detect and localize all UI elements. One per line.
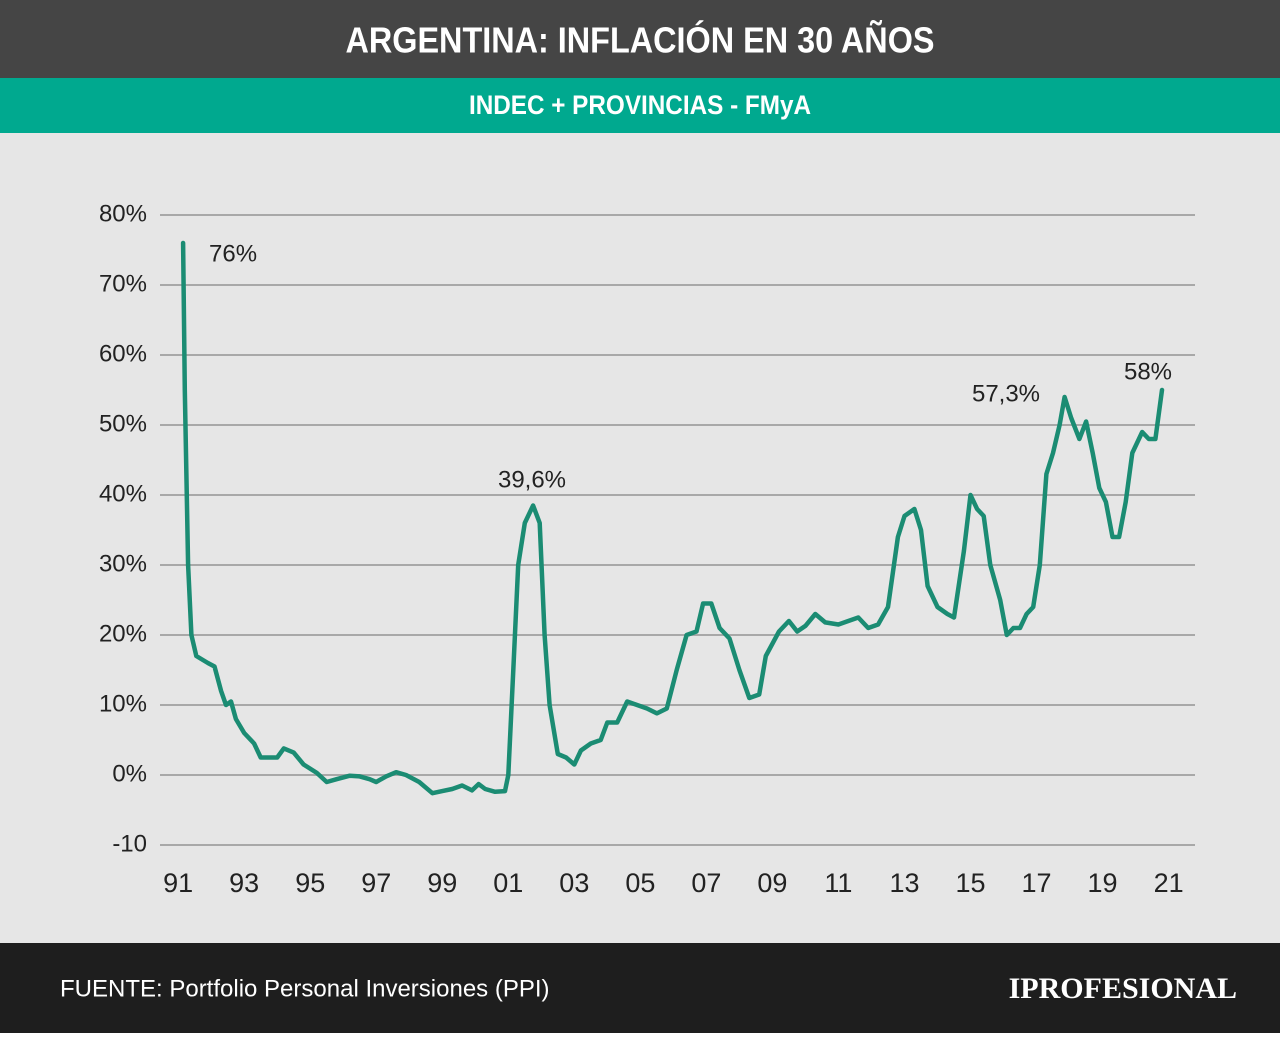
- data-line: [180, 240, 1165, 796]
- annotation: 76%: [209, 240, 257, 267]
- y-tick-label: 80%: [99, 200, 147, 227]
- annotation: 57,3%: [972, 380, 1040, 407]
- x-tick-label: 09: [757, 868, 787, 898]
- y-tick-label: 30%: [99, 550, 147, 577]
- x-tick-label: 05: [625, 868, 655, 898]
- x-tick-label: 21: [1154, 868, 1184, 898]
- y-tick-label: 20%: [99, 620, 147, 647]
- footer-band: [0, 943, 1280, 1033]
- annotation: 39,6%: [498, 466, 566, 493]
- y-tick-label: 60%: [99, 340, 147, 367]
- y-tick-label: 50%: [99, 410, 147, 437]
- x-tick-label: 03: [559, 868, 589, 898]
- x-tick-label: 91: [163, 868, 193, 898]
- y-tick-label: 70%: [99, 270, 147, 297]
- chart-title: ARGENTINA: INFLACIÓN EN 30 AÑOS: [345, 19, 934, 61]
- logo: IPROFESIONAL: [1009, 972, 1237, 1005]
- x-tick-label: 11: [824, 868, 852, 898]
- chart-subtitle: INDEC + PROVINCIAS - FMyA: [469, 91, 811, 120]
- y-tick-label: 40%: [99, 480, 147, 507]
- x-tick-label: 15: [955, 868, 985, 898]
- x-tick-label: 13: [889, 868, 919, 898]
- title-band: [0, 0, 1280, 78]
- x-tick-label: 97: [361, 868, 391, 898]
- y-tick-label: -10: [112, 830, 147, 857]
- y-tick-label: 0%: [112, 760, 147, 787]
- source-note: FUENTE: Portfolio Personal Inversiones (…: [60, 975, 550, 1002]
- plot-background: [0, 133, 1280, 943]
- x-tick-label: 93: [229, 868, 259, 898]
- annotation: 58%: [1124, 358, 1172, 385]
- x-tick-label: 07: [691, 868, 721, 898]
- x-tick-label: 17: [1022, 868, 1052, 898]
- x-tick-label: 19: [1088, 868, 1118, 898]
- x-tick-label: 01: [493, 868, 523, 898]
- subtitle-band: [0, 78, 1280, 133]
- x-tick-label: 95: [295, 868, 325, 898]
- y-tick-label: 10%: [99, 690, 147, 717]
- x-tick-label: 99: [427, 868, 457, 898]
